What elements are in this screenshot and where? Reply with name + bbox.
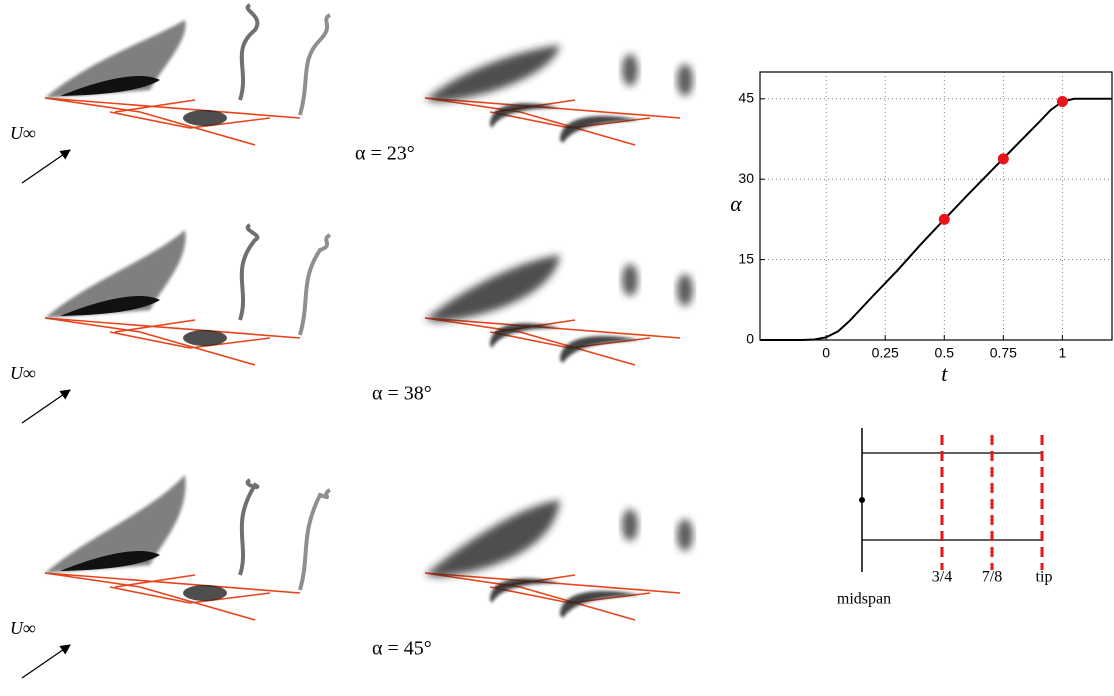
freestream-label: U∞ — [10, 618, 36, 638]
wake — [298, 13, 332, 116]
tip-vortex — [183, 330, 227, 346]
vortex-core — [60, 75, 160, 96]
vortex-sheet — [45, 230, 186, 318]
data-point — [938, 213, 950, 225]
tip-vortex — [183, 110, 227, 126]
freestream-arrow — [21, 644, 71, 679]
midspan-label: midspan — [837, 591, 891, 608]
y-axis-label: α — [730, 191, 742, 216]
plate-line — [44, 317, 301, 366]
data-point — [1056, 95, 1068, 107]
vortex-sheet — [425, 45, 560, 102]
shed-vortex — [677, 274, 693, 306]
tip-vortex — [183, 585, 227, 601]
wake — [298, 233, 332, 336]
tip-vortex — [490, 103, 560, 128]
tip-vortex — [490, 323, 560, 348]
tip-vortex — [560, 116, 640, 143]
y-tick-label: 0 — [746, 331, 754, 347]
station-label: 7/8 — [982, 569, 1002, 586]
station-label: 3/4 — [932, 569, 952, 586]
x-tick-label: 0.5 — [935, 345, 955, 361]
center-dot — [859, 497, 865, 503]
x-tick-label: 0.25 — [872, 345, 899, 361]
shed-vortex — [677, 519, 693, 551]
freestream-label: U∞ — [10, 123, 36, 143]
panel — [424, 255, 693, 366]
flow-panels: U∞ α = 23° U∞ α = 38° U∞ α = 45° — [10, 3, 693, 679]
wake — [238, 478, 260, 576]
vortex-core — [60, 295, 160, 316]
plate-line — [424, 572, 681, 621]
vortex-core — [60, 550, 160, 571]
y-tick-label: 45 — [738, 90, 754, 106]
wake — [238, 3, 260, 101]
plate-line — [424, 97, 681, 146]
angle-label: α = 38° — [372, 383, 432, 405]
vortex-sheet — [45, 475, 186, 573]
tip-vortex — [490, 578, 560, 603]
plate-line — [424, 317, 681, 366]
panel — [424, 500, 693, 621]
freestream-arrow — [21, 149, 71, 184]
plate-line — [44, 572, 301, 621]
data-point — [997, 153, 1009, 165]
vortex-sheet — [425, 255, 560, 322]
station-label: tip — [1036, 569, 1053, 586]
freestream-label: U∞ — [10, 363, 36, 383]
tip-vortex — [560, 591, 640, 618]
wake — [298, 488, 332, 591]
x-tick-label: 0.75 — [990, 345, 1017, 361]
angle-label: α = 45° — [372, 638, 432, 660]
x-axis-label: t — [941, 361, 948, 386]
x-tick-label: 1 — [1058, 345, 1066, 361]
tip-vortex — [560, 336, 640, 363]
panel — [424, 45, 693, 146]
angle-label: α = 23° — [355, 143, 415, 165]
data-line — [760, 97, 1112, 341]
shed-vortex — [622, 54, 638, 86]
shed-vortex — [677, 64, 693, 96]
alpha-chart: 0 15 30 45 0 0.25 0.5 0.75 1 t α — [730, 71, 1113, 386]
plate-line — [44, 97, 301, 146]
vortex-sheet — [425, 500, 560, 577]
panel — [44, 3, 332, 146]
shed-vortex — [622, 509, 638, 541]
panel — [44, 223, 332, 366]
span-diagram: 3/4 7/8 tip midspan — [837, 428, 1053, 608]
y-tick-label: 15 — [738, 250, 754, 266]
wake — [238, 223, 260, 321]
y-tick-label: 30 — [738, 170, 754, 186]
freestream-arrow — [21, 389, 71, 424]
shed-vortex — [622, 264, 638, 296]
plot-frame — [759, 71, 1113, 341]
panel — [44, 475, 332, 621]
x-tick-label: 0 — [822, 345, 830, 361]
